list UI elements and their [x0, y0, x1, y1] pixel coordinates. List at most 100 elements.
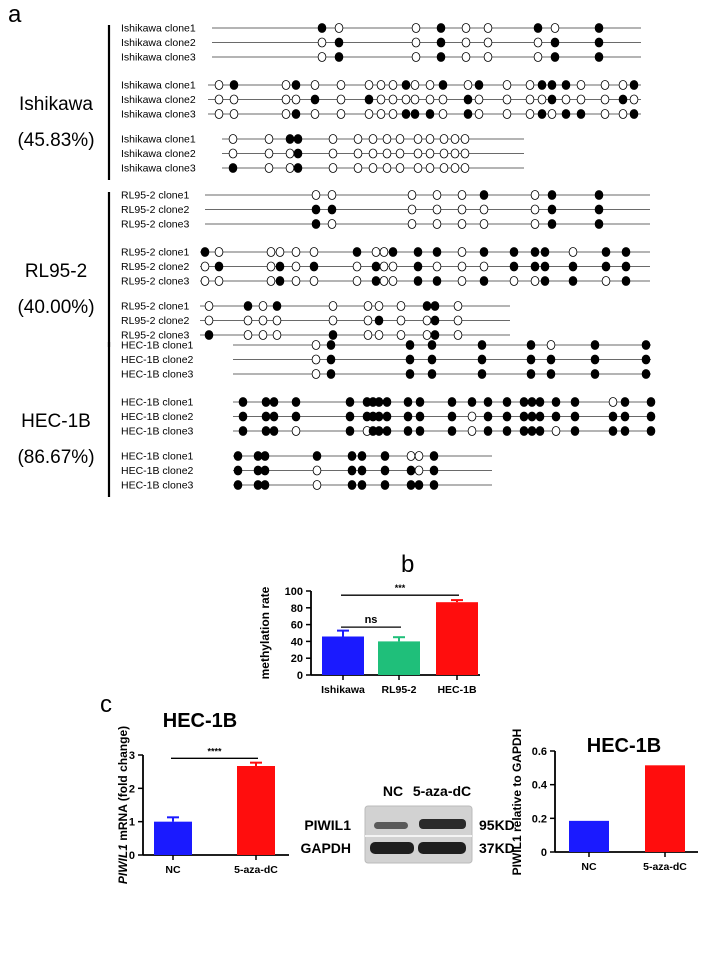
- significance-label: ***: [395, 583, 406, 593]
- cpg-methylated: [483, 411, 493, 422]
- cpg-methylated: [519, 397, 529, 407]
- cpg-unmethylated: [379, 276, 389, 286]
- cpg-methylated: [326, 340, 336, 350]
- cpg-unmethylated: [328, 148, 338, 159]
- cpg-methylated: [345, 426, 355, 436]
- bar: [569, 820, 609, 852]
- bar: [237, 766, 275, 855]
- cpg-methylated: [467, 397, 477, 407]
- chart-piwil1-protein: HEC-1B 0 0.2 0.4 0.6 PIWIL1 relative to GAPDH…: [510, 729, 698, 875]
- cpg-methylated: [535, 411, 545, 422]
- cpg-methylated: [326, 354, 336, 365]
- cpg-unmethylated: [395, 134, 405, 144]
- cpg-unmethylated: [214, 247, 224, 257]
- cpg-unmethylated: [396, 330, 406, 340]
- cpg-methylated: [238, 426, 248, 436]
- cpg-unmethylated: [461, 23, 471, 33]
- cpg-methylated: [406, 480, 416, 490]
- cpg-methylated: [479, 247, 489, 257]
- cpg-unmethylated: [525, 94, 535, 105]
- bar: [378, 641, 420, 675]
- cpg-methylated: [269, 397, 279, 407]
- cpg-unmethylated: [336, 109, 346, 119]
- cpg-methylated: [594, 219, 604, 229]
- cpg-methylated: [594, 204, 604, 215]
- cpg-unmethylated: [601, 276, 611, 286]
- cpg-unmethylated: [629, 94, 639, 105]
- cpg-unmethylated: [379, 261, 389, 272]
- cpg-unmethylated: [229, 109, 239, 119]
- significance-label: ****: [207, 746, 222, 756]
- cpg-unmethylated: [388, 94, 398, 105]
- cpg-methylated: [291, 411, 301, 422]
- cpg-methylated: [502, 397, 512, 407]
- cpg-methylated: [629, 80, 639, 90]
- cpg-unmethylated: [608, 397, 618, 407]
- cpg-methylated: [357, 451, 367, 461]
- cpg-unmethylated: [291, 94, 301, 105]
- cpg-unmethylated: [460, 148, 470, 159]
- cpg-methylated: [620, 426, 630, 436]
- clone-label: HEC-1B clone3: [121, 369, 194, 381]
- cpg-unmethylated: [453, 301, 463, 311]
- cpg-methylated: [629, 109, 639, 119]
- cpg-unmethylated: [457, 190, 467, 200]
- cpg-unmethylated: [312, 465, 322, 476]
- cpg-methylated: [641, 369, 651, 379]
- cpg-methylated: [317, 23, 327, 33]
- cpg-methylated: [438, 80, 448, 90]
- cpg-unmethylated: [483, 23, 493, 33]
- clone-label: HEC-1B clone2: [121, 411, 194, 423]
- clone-label: Ishikawa clone3: [121, 163, 196, 175]
- cpg-methylated: [413, 261, 423, 272]
- cpg-methylated: [388, 247, 398, 257]
- cpg-unmethylated: [406, 451, 416, 461]
- cpg-methylated: [537, 80, 547, 90]
- cpg-unmethylated: [275, 247, 285, 257]
- cpg-methylated: [530, 247, 540, 257]
- cpg-methylated: [568, 276, 578, 286]
- cpg-unmethylated: [353, 148, 363, 159]
- cpg-unmethylated: [281, 94, 291, 105]
- cpg-methylated: [601, 261, 611, 272]
- cpg-methylated: [530, 261, 540, 272]
- clone-label: RL95-2 clone3: [121, 276, 189, 288]
- cpg-methylated: [260, 451, 270, 461]
- cpg-methylated: [561, 80, 571, 90]
- cpg-unmethylated: [576, 80, 586, 90]
- cpg-methylated: [238, 397, 248, 407]
- cpg-methylated: [374, 397, 384, 407]
- group-name: Ishikawa: [19, 94, 93, 115]
- cpg-unmethylated: [502, 109, 512, 119]
- cpg-unmethylated: [258, 330, 268, 340]
- group-name: RL95-2: [25, 261, 87, 282]
- cpg-unmethylated: [474, 109, 484, 119]
- cpg-methylated: [519, 426, 529, 436]
- cpg-methylated: [537, 109, 547, 119]
- cpg-unmethylated: [214, 94, 224, 105]
- cpg-unmethylated: [281, 80, 291, 90]
- cpg-unmethylated: [425, 80, 435, 90]
- cpg-methylated: [415, 397, 425, 407]
- cpg-unmethylated: [407, 204, 417, 215]
- y-tick-label: 3: [129, 750, 135, 762]
- cpg-methylated: [463, 109, 473, 119]
- cpg-unmethylated: [382, 134, 392, 144]
- cpg-methylated: [382, 411, 392, 422]
- cpg-methylated: [357, 480, 367, 490]
- cpg-unmethylated: [407, 190, 417, 200]
- cpg-methylated: [561, 109, 571, 119]
- cpg-methylated: [540, 261, 550, 272]
- cpg-unmethylated: [576, 94, 586, 105]
- cpg-unmethylated: [502, 94, 512, 105]
- cpg-unmethylated: [395, 148, 405, 159]
- cpg-unmethylated: [457, 261, 467, 272]
- y-tick-label: 40: [291, 636, 303, 648]
- cpg-unmethylated: [328, 163, 338, 173]
- cpg-unmethylated: [311, 190, 321, 200]
- blot-band-gapdh-nc: [370, 842, 414, 854]
- clone-label: HEC-1B clone3: [121, 426, 194, 438]
- panel-label-a: a: [8, 1, 22, 28]
- cpg-methylated: [334, 37, 344, 48]
